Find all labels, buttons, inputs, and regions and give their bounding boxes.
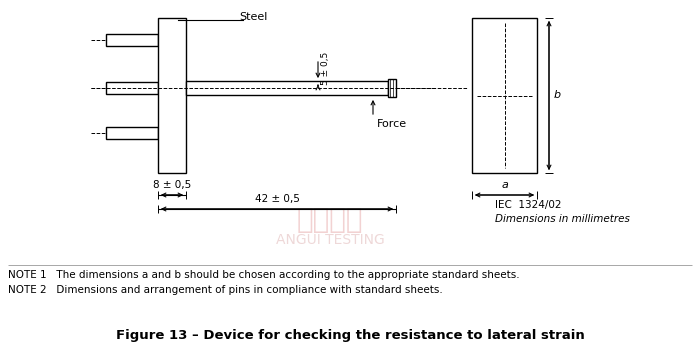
Bar (388, 79, 396, 97)
Bar (186, 81, 388, 95)
Text: Figure 13 – Device for checking the resistance to lateral strain: Figure 13 – Device for checking the resi… (116, 329, 584, 342)
Text: Steel: Steel (239, 12, 267, 22)
Text: Force: Force (377, 119, 407, 129)
Bar (106, 127, 158, 139)
Text: 广东安规: 广东安规 (297, 206, 363, 234)
Text: Dimensions in millimetres: Dimensions in millimetres (495, 214, 630, 224)
Bar (106, 34, 158, 46)
Bar (472, 18, 537, 173)
Text: NOTE 1   The dimensions a and b should be chosen according to the appropriate st: NOTE 1 The dimensions a and b should be … (8, 270, 519, 280)
Text: 42 ± 0,5: 42 ± 0,5 (255, 194, 300, 204)
Text: 8 ± 0,5: 8 ± 0,5 (153, 180, 191, 190)
Bar (158, 18, 186, 173)
Text: NOTE 2   Dimensions and arrangement of pins in compliance with standard sheets.: NOTE 2 Dimensions and arrangement of pin… (8, 285, 442, 295)
Text: a: a (501, 180, 508, 190)
Text: 5 ± 0,5: 5 ± 0,5 (321, 51, 330, 85)
Text: IEC  1324/02: IEC 1324/02 (495, 200, 561, 210)
Text: b: b (554, 91, 561, 100)
Bar (106, 82, 158, 94)
Text: ANGUI TESTING: ANGUI TESTING (276, 233, 384, 247)
